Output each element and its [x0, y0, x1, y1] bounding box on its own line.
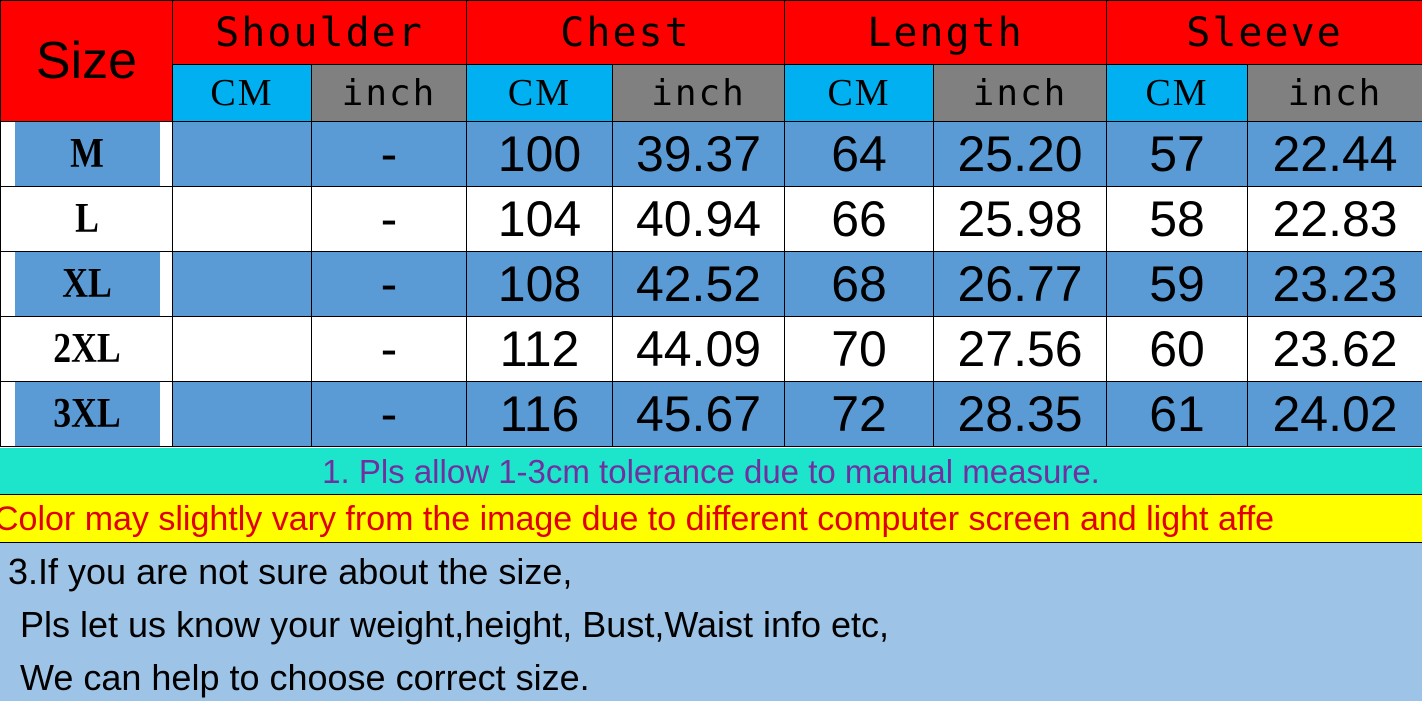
shoulder-cm-cell: [172, 381, 312, 447]
chest-cm-cell: 100: [466, 121, 613, 187]
length-header: Length: [784, 0, 1108, 65]
shoulder-cm-cell: [172, 186, 312, 252]
chest-cm-cell: 116: [466, 381, 613, 447]
sleeve-inch-cell: 23.23: [1247, 251, 1422, 317]
length-inch-cell: 25.20: [933, 121, 1108, 187]
shoulder-header: Shoulder: [172, 0, 467, 65]
shoulder-inch-cell: -: [311, 121, 467, 187]
note-line: We can help to choose correct size.: [20, 657, 590, 698]
chest-inch-cell: 42.52: [611, 251, 786, 317]
chest-cm-cell: 112: [466, 316, 613, 382]
sleeve-cm-cell: 59: [1106, 251, 1249, 317]
sleeve-cm-cell: 60: [1106, 316, 1249, 382]
length-inch-cell: 25.98: [933, 186, 1108, 252]
note-tolerance: 1. Pls allow 1-3cm tolerance due to manu…: [0, 448, 1422, 495]
length-inch-cell: 28.35: [933, 381, 1108, 447]
table-row: L -104 40.94 66 25.98 58 22.83: [1, 186, 1422, 252]
unit-cm: CM: [784, 64, 935, 122]
sleeve-cm-cell: 58: [1106, 186, 1249, 252]
sleeve-cm-cell: 61: [1106, 381, 1249, 447]
chest-inch-cell: 40.94: [611, 186, 786, 252]
size-cell: XL: [12, 251, 161, 317]
note-color: Color may slightly vary from the image d…: [0, 495, 1422, 543]
note-line: Pls let us know your weight,height, Bust…: [20, 604, 890, 645]
length-inch-cell: 26.77: [933, 251, 1108, 317]
unit-inch: inch: [311, 64, 467, 122]
shoulder-cm-cell: [172, 121, 312, 187]
sleeve-header: Sleeve: [1106, 0, 1422, 65]
length-cm-cell: 70: [784, 316, 935, 382]
sleeve-inch-cell: 22.83: [1247, 186, 1422, 252]
unit-inch: inch: [1247, 64, 1422, 122]
size-cell: L: [12, 186, 161, 252]
chest-inch-cell: 45.67: [611, 381, 786, 447]
size-cell: M: [12, 121, 161, 187]
unit-cm: CM: [466, 64, 613, 122]
unit-cm: CM: [172, 64, 312, 122]
shoulder-inch-cell: -: [311, 381, 467, 447]
unit-inch: inch: [933, 64, 1108, 122]
shoulder-inch-cell: -: [311, 251, 467, 317]
table-row: M -100 39.37 64 25.20 57 22.44: [1, 121, 1422, 187]
table-row: 2XL -112 44.09 70 27.56 60 23.62: [1, 316, 1422, 382]
length-cm-cell: 66: [784, 186, 935, 252]
chest-cm-cell: 104: [466, 186, 613, 252]
unit-inch: inch: [611, 64, 786, 122]
length-cm-cell: 64: [784, 121, 935, 187]
note-color-text: Color may slightly vary from the image d…: [0, 500, 1275, 538]
size-cell: 2XL: [12, 316, 161, 382]
unit-cm: CM: [1106, 64, 1249, 122]
table-row: XL -108 42.52 68 26.77 59 23.23: [1, 251, 1422, 317]
sleeve-inch-cell: 22.44: [1247, 121, 1422, 187]
note-size-help: 3.If you are not sure about the size, Pl…: [0, 543, 1422, 701]
length-cm-cell: 72: [784, 381, 935, 447]
sleeve-cm-cell: 57: [1106, 121, 1249, 187]
table-row: 3XL -116 45.67 72 28.35 61 24.02: [1, 381, 1422, 447]
shoulder-cm-cell: [172, 251, 312, 317]
length-cm-cell: 68: [784, 251, 935, 317]
chest-header: Chest: [465, 0, 786, 65]
chest-cm-cell: 108: [466, 251, 613, 317]
length-inch-cell: 27.56: [933, 316, 1108, 382]
shoulder-inch-cell: -: [311, 186, 467, 252]
note-line: 3.If you are not sure about the size,: [8, 551, 573, 592]
chest-inch-cell: 39.37: [611, 121, 786, 187]
size-header: Size: [0, 0, 173, 122]
shoulder-cm-cell: [172, 316, 312, 382]
header-row-units: CM inch CM inch CM inch CM inch: [1, 64, 1422, 122]
size-cell: 3XL: [12, 381, 161, 447]
header-row-groups: Size Shoulder Chest Length Sleeve: [0, 0, 1422, 122]
sleeve-inch-cell: 24.02: [1247, 381, 1422, 447]
sleeve-inch-cell: 23.62: [1247, 316, 1422, 382]
chest-inch-cell: 44.09: [611, 316, 786, 382]
shoulder-inch-cell: -: [311, 316, 467, 382]
size-chart-table: Size Shoulder Chest Length Sleeve CM inc…: [0, 0, 1422, 447]
